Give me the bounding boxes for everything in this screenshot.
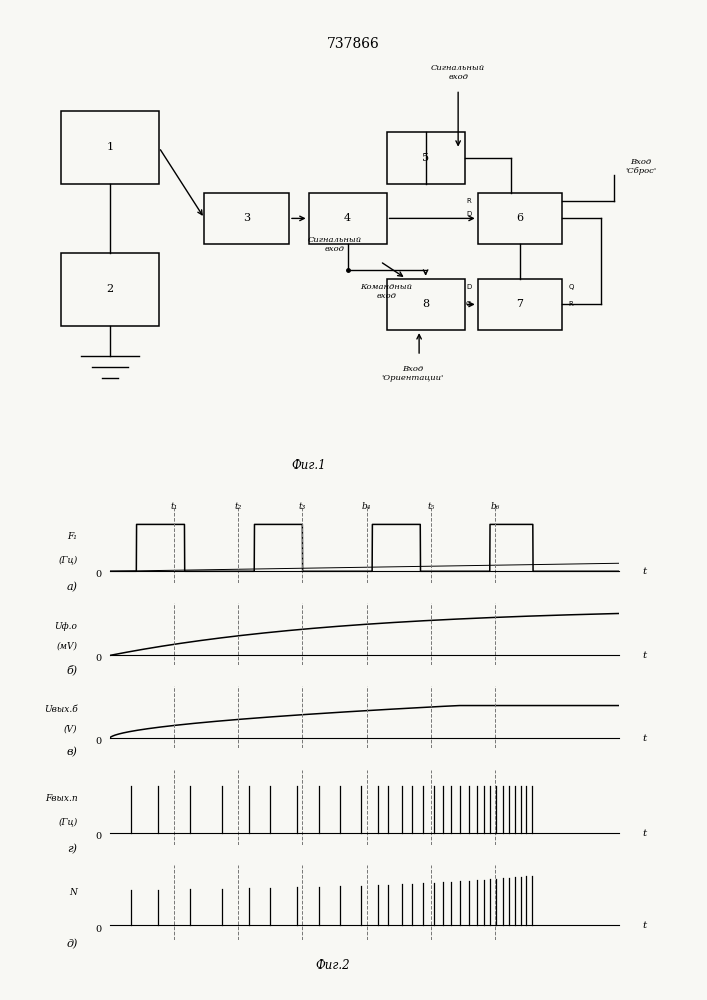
Text: t: t <box>643 734 647 743</box>
Text: b₆: b₆ <box>491 502 500 511</box>
Text: Сигнальный
вход: Сигнальный вход <box>308 236 361 253</box>
Text: 7: 7 <box>516 299 523 309</box>
Bar <box>62 253 159 326</box>
Text: Вход
'Сброс': Вход 'Сброс' <box>625 158 656 175</box>
Text: Uвых.б: Uвых.б <box>44 705 78 714</box>
Text: Q: Q <box>568 284 574 290</box>
Text: (мV): (мV) <box>57 642 78 651</box>
Text: (Гц): (Гц) <box>58 817 78 826</box>
Text: в): в) <box>66 747 78 757</box>
Text: Fвых.п: Fвых.п <box>45 794 78 803</box>
Text: 737866: 737866 <box>327 37 380 51</box>
Text: t: t <box>643 651 647 660</box>
Text: Uф.о: Uф.о <box>54 622 78 631</box>
Text: Фиг.2: Фиг.2 <box>315 959 349 972</box>
Bar <box>478 279 562 330</box>
Text: 0: 0 <box>95 654 102 663</box>
Text: 0: 0 <box>95 570 102 579</box>
Text: b₄: b₄ <box>362 502 371 511</box>
Text: 2: 2 <box>107 284 114 294</box>
Text: D: D <box>466 211 471 217</box>
Text: t₅: t₅ <box>428 502 435 511</box>
Text: t: t <box>643 567 647 576</box>
Text: F₁: F₁ <box>68 532 78 541</box>
Bar <box>387 132 464 184</box>
Bar <box>204 193 289 244</box>
Text: (Гц): (Гц) <box>58 555 78 564</box>
Text: Фиг.1: Фиг.1 <box>291 459 326 472</box>
Text: 4: 4 <box>344 213 351 223</box>
Text: Сигнальный
вход: Сигнальный вход <box>431 64 485 81</box>
Text: а): а) <box>66 582 78 592</box>
Text: R: R <box>467 198 471 204</box>
Text: t₃: t₃ <box>299 502 306 511</box>
Text: д): д) <box>66 939 78 949</box>
Bar <box>62 111 159 184</box>
Text: 5: 5 <box>422 153 429 163</box>
Text: 6: 6 <box>516 213 523 223</box>
Text: 0: 0 <box>95 832 102 841</box>
Text: б): б) <box>66 664 78 675</box>
Bar <box>308 193 387 244</box>
Text: 1: 1 <box>107 142 114 152</box>
Text: t: t <box>643 829 647 838</box>
Text: G: G <box>466 301 471 307</box>
Bar <box>387 279 464 330</box>
Text: 0: 0 <box>95 737 102 746</box>
Text: г): г) <box>67 844 78 854</box>
Text: t: t <box>643 921 647 930</box>
Text: D: D <box>466 284 471 290</box>
Text: (V): (V) <box>64 725 78 734</box>
Text: N: N <box>69 888 78 897</box>
Text: 3: 3 <box>243 213 250 223</box>
Bar <box>478 193 562 244</box>
Text: R: R <box>568 301 573 307</box>
Text: t₁: t₁ <box>170 502 177 511</box>
Text: Вход
'Ориентации': Вход 'Ориентации' <box>382 365 444 382</box>
Text: 8: 8 <box>422 299 429 309</box>
Text: Командный
вход: Командный вход <box>361 283 413 300</box>
Text: 0: 0 <box>95 925 102 934</box>
Text: t₂: t₂ <box>235 502 242 511</box>
